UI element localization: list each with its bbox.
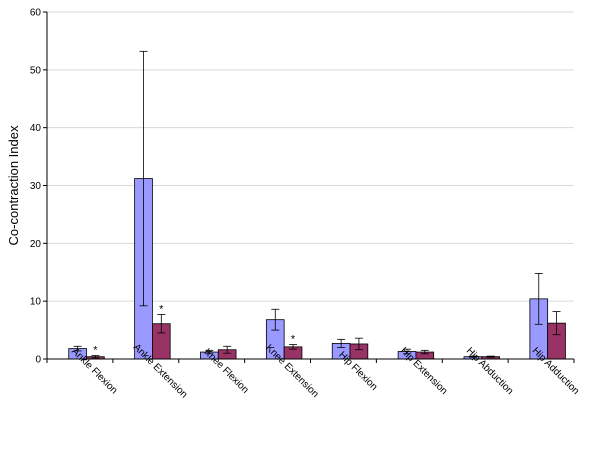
y-tick-label: 30 bbox=[30, 181, 42, 192]
significance-marker: * bbox=[159, 303, 164, 315]
y-tick-label: 10 bbox=[30, 297, 42, 308]
significance-marker: * bbox=[291, 334, 296, 346]
y-tick-label: 20 bbox=[30, 239, 42, 250]
significance-marker: * bbox=[93, 345, 98, 357]
gridlines bbox=[47, 11, 574, 302]
x-category-label: Hip Abduction bbox=[464, 346, 515, 397]
bars: * * * bbox=[68, 50, 566, 360]
y-tick-label: 60 bbox=[30, 8, 42, 19]
y-axis-title: Co-contraction Index bbox=[6, 125, 21, 245]
y-tick-label: 50 bbox=[30, 65, 42, 76]
y-tick-label: 40 bbox=[30, 123, 42, 134]
y-tick-label: 0 bbox=[35, 355, 41, 366]
